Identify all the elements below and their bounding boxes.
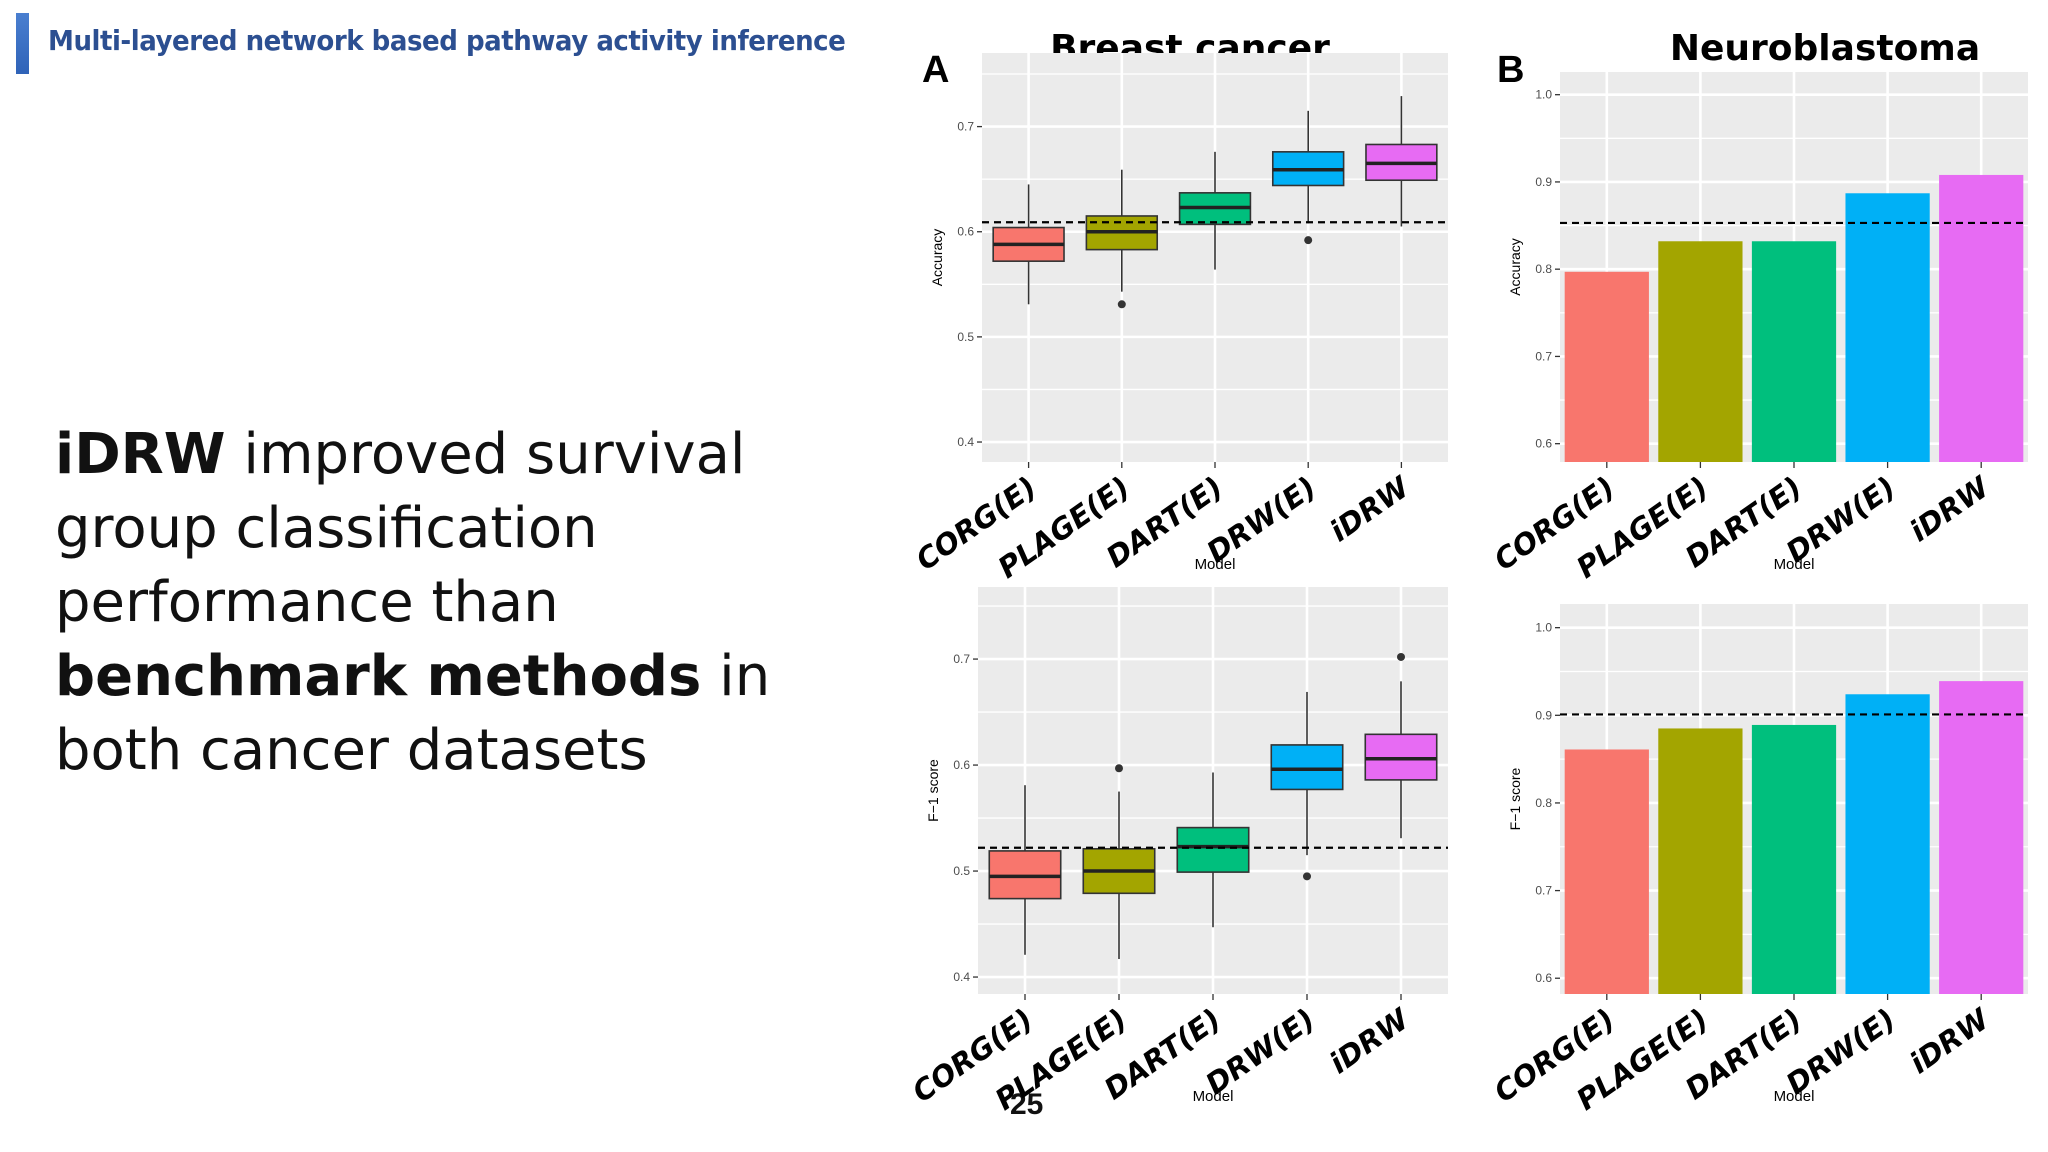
y-tick-label: 0.7	[953, 652, 970, 666]
y-tick-label: 0.8	[1535, 262, 1552, 276]
x-axis-title: Model	[1774, 1088, 1815, 1105]
y-tick-label: 0.7	[957, 120, 974, 134]
bar-PLAGE(E)	[1658, 241, 1743, 462]
y-axis-title: Accuracy	[1507, 238, 1523, 296]
bar-DART(E)	[1751, 724, 1837, 994]
slide-title: Multi-layered network based pathway acti…	[48, 24, 846, 57]
y-tick-label: 0.6	[1535, 437, 1552, 451]
x-tick-label: iDRW	[1323, 1001, 1417, 1081]
body-text-benchmark: benchmark methods	[55, 644, 702, 709]
chart-B-bar-3: 0.60.70.80.91.0CORG(E)PLAGE(E)DART(E)DRW…	[1488, 604, 2028, 1117]
bar-DRW(E)	[1845, 694, 1930, 994]
body-text-part2: improved survival group classification p…	[55, 422, 746, 635]
title-accent-bar	[16, 13, 29, 74]
bar-CORG(E)	[1564, 749, 1649, 994]
y-tick-label: 0.9	[1535, 175, 1552, 189]
bar-DRW(E)	[1845, 193, 1930, 463]
y-axis-title: F−1 score	[925, 759, 941, 822]
outlier-point	[1117, 300, 1126, 309]
chart-A-box-0: 0.40.50.60.7CORG(E)PLAGE(E)DART(E)DRW(E)…	[910, 53, 1448, 585]
y-tick-label: 0.4	[953, 970, 970, 984]
y-tick-label: 0.7	[1535, 349, 1552, 363]
box-DRW(E)	[1270, 744, 1344, 791]
bar-iDRW	[1939, 174, 2024, 463]
chart-A-box-2: 0.40.50.60.7CORG(E)PLAGE(E)DART(E)DRW(E)…	[906, 587, 1448, 1117]
y-tick-label: 0.6	[1535, 971, 1552, 985]
x-axis-title: Model	[1193, 1088, 1234, 1105]
x-tick-label: iDRW	[1903, 1001, 1997, 1081]
panel-letter-b: B	[1497, 49, 1524, 91]
y-axis-title: F−1 score	[1507, 767, 1523, 830]
panel-title-neuroblastoma: Neuroblastoma	[1670, 28, 1980, 69]
x-axis-title: Model	[1195, 556, 1236, 573]
body-text-idrw: iDRW	[55, 422, 226, 487]
bar-PLAGE(E)	[1658, 728, 1743, 994]
panel-letter-a: A	[922, 49, 949, 91]
outlier-point	[1304, 236, 1313, 245]
x-tick-label: iDRW	[1903, 469, 1997, 549]
slide-body-text: iDRW improved survival group classificat…	[55, 418, 915, 788]
box-DART(E)	[1176, 826, 1250, 873]
x-axis-title: Model	[1774, 556, 1815, 573]
y-tick-label: 0.5	[953, 864, 970, 878]
page-number: 25	[1010, 1088, 1044, 1121]
outlier-point	[1397, 652, 1405, 661]
y-tick-label: 0.6	[953, 758, 970, 772]
y-tick-label: 0.5	[957, 330, 974, 344]
chart-B-bar-1: 0.60.70.80.91.0CORG(E)PLAGE(E)DART(E)DRW…	[1488, 72, 2028, 585]
outlier-point	[1303, 872, 1311, 881]
bar-CORG(E)	[1564, 271, 1649, 462]
y-tick-label: 0.9	[1535, 708, 1552, 722]
y-tick-label: 1.0	[1535, 621, 1552, 635]
bar-DART(E)	[1751, 241, 1837, 462]
body-text-part4: in both cancer datasets	[55, 644, 771, 783]
y-tick-label: 0.7	[1535, 884, 1552, 898]
y-tick-label: 0.8	[1535, 796, 1552, 810]
y-tick-label: 0.4	[957, 435, 974, 449]
x-tick-label: iDRW	[1324, 469, 1418, 549]
bar-iDRW	[1939, 681, 2024, 994]
y-axis-title: Accuracy	[929, 229, 945, 287]
y-tick-label: 1.0	[1535, 88, 1552, 102]
y-tick-label: 0.6	[957, 225, 974, 239]
outlier-point	[1115, 764, 1123, 773]
